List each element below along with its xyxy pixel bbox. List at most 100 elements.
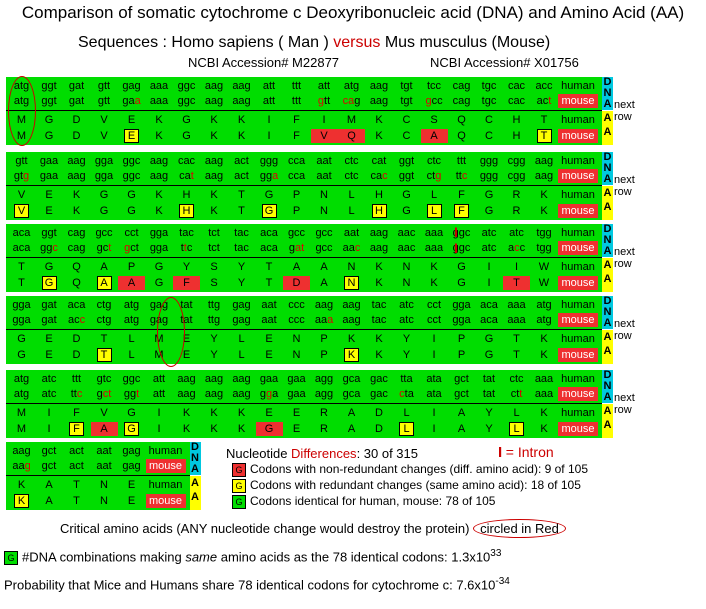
human-codon: ggc xyxy=(122,373,141,385)
row-separator xyxy=(6,257,602,258)
mouse-amino-acid: N xyxy=(320,205,328,217)
mouse-codon: aaa xyxy=(507,314,526,326)
row-label: row xyxy=(614,258,632,270)
mouse-codon: acc xyxy=(507,242,526,254)
mouse-codon: aat xyxy=(261,314,277,326)
row-label: row xyxy=(614,330,632,342)
mouse-amino-acid: T xyxy=(503,276,530,290)
human-amino-acid: R xyxy=(512,189,521,201)
human-codon: aaa xyxy=(507,299,526,311)
human-codon: gct xyxy=(41,445,57,457)
human-codon: gcc xyxy=(95,227,113,239)
subtitle-mouse: Mus musculus (Mouse) xyxy=(384,34,551,51)
human-amino-acid: A xyxy=(292,261,301,273)
human-amino-acid: T xyxy=(265,261,273,273)
mouse-amino-acid: K xyxy=(72,205,81,217)
human-amino-acid: H xyxy=(182,189,191,201)
human-codon: tgt xyxy=(400,80,413,92)
next-row-arrow: next row xyxy=(614,99,635,123)
human-row-label: human xyxy=(561,114,595,126)
human-amino-acid: K xyxy=(182,407,191,419)
human-codon: atc xyxy=(509,227,524,239)
human-codon: ata xyxy=(426,373,442,385)
legend-redundant: G Codons with redundant changes (same ami… xyxy=(232,478,581,493)
human-codon: aag xyxy=(204,80,224,92)
human-codon: gga xyxy=(94,155,114,167)
human-codon: aag xyxy=(67,155,86,167)
human-codon: ggc xyxy=(452,227,471,239)
intron-legend: I = Intron xyxy=(498,444,554,461)
intron-legend-text: = Intron xyxy=(505,444,554,460)
mouse-codon: ctt xyxy=(510,388,523,400)
human-row-label: human xyxy=(561,227,595,239)
mouse-codon: aag xyxy=(177,388,196,400)
human-amino-acid: D xyxy=(72,114,81,126)
mouse-codon: gga xyxy=(452,314,471,326)
mouse-codon: aag xyxy=(232,388,251,400)
human-codon: aaa xyxy=(424,227,444,239)
human-amino-acid: Y xyxy=(210,333,218,345)
human-amino-acid: K xyxy=(540,333,548,345)
human-codon: aat xyxy=(261,299,277,311)
human-row-label: human xyxy=(561,80,595,92)
human-amino-acid: K xyxy=(210,407,218,419)
mouse-amino-acid: L xyxy=(348,205,355,217)
human-codon: atc xyxy=(481,227,497,239)
mouse-amino-acid: T xyxy=(238,205,245,217)
red-swatch: G xyxy=(232,462,246,477)
mouse-amino-acid: G xyxy=(17,349,26,361)
mouse-codon: cac xyxy=(507,95,526,107)
mouse-amino-acid: A xyxy=(320,277,328,289)
mouse-amino-acid: G xyxy=(402,205,411,217)
mouse-amino-acid: N xyxy=(402,277,411,289)
mouse-amino-acid: D xyxy=(72,349,81,361)
mouse-amino-acid: F xyxy=(63,422,90,436)
mouse-codon: ggt xyxy=(398,170,415,182)
human-codon: cat xyxy=(371,155,387,167)
human-codon: gag xyxy=(122,445,141,457)
mouse-amino-acid: W xyxy=(538,277,550,289)
mouse-codon: atg xyxy=(123,314,140,326)
human-amino-acid: E xyxy=(127,114,136,126)
critical-circle-1 xyxy=(8,76,36,146)
human-codon: gat xyxy=(68,80,85,92)
next-label: next xyxy=(614,174,635,186)
mouse-codon: aat xyxy=(316,170,332,182)
human-amino-acid: N xyxy=(320,189,328,201)
human-codon: tac xyxy=(234,227,249,239)
human-amino-acid: Y xyxy=(485,407,493,419)
human-codon: ggg xyxy=(259,155,279,167)
human-codon: atg xyxy=(536,299,552,311)
human-codon: ctc xyxy=(426,155,442,167)
row-separator xyxy=(6,475,190,476)
mouse-amino-acid: N xyxy=(292,349,301,361)
human-amino-acid: G xyxy=(17,333,26,345)
mouse-amino-acid: A xyxy=(45,495,53,507)
mouse-amino-acid: Y xyxy=(237,277,246,289)
human-amino-acid: L xyxy=(128,333,135,345)
mouse-amino-acid: T xyxy=(265,277,273,289)
human-codon: act xyxy=(69,445,84,457)
human-amino-acid: F xyxy=(293,114,300,126)
mouse-amino-acid: M xyxy=(16,423,27,435)
mouse-codon: gct xyxy=(41,460,57,472)
human-codon: tac xyxy=(371,299,387,311)
human-codon: ggt xyxy=(41,80,57,92)
human-codon: aac xyxy=(397,227,416,239)
human-codon: ttg xyxy=(207,299,221,311)
human-codon: aag xyxy=(342,299,361,311)
human-codon: ttt xyxy=(291,80,302,92)
human-codon: aaa xyxy=(149,80,169,92)
human-codon: aag xyxy=(232,373,251,385)
human-amino-acid: A xyxy=(45,479,53,491)
mouse-row-label: mouse xyxy=(558,387,598,401)
mouse-amino-acid: K xyxy=(430,277,438,289)
human-codon: aag xyxy=(534,155,554,167)
human-amino-acid: K xyxy=(155,189,163,201)
differences-note: Nucleotide Differences: 30 of 315 xyxy=(226,446,419,461)
human-amino-acid: K xyxy=(155,114,163,126)
mouse-codon: gaa xyxy=(287,388,306,400)
mouse-codon: att xyxy=(152,388,166,400)
human-codon: gct xyxy=(454,373,469,385)
